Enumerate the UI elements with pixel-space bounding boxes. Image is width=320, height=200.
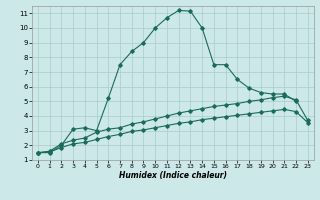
X-axis label: Humidex (Indice chaleur): Humidex (Indice chaleur): [119, 171, 227, 180]
